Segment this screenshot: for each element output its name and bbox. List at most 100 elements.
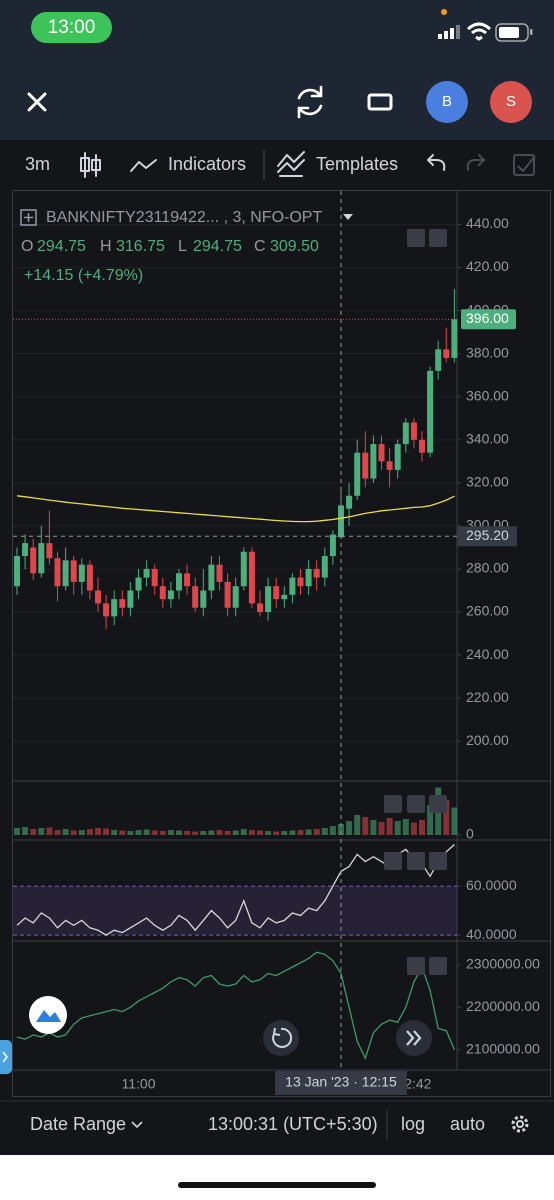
volume-bar bbox=[419, 820, 425, 835]
last-price-label: 396.00 bbox=[466, 310, 509, 326]
volume-bar bbox=[402, 819, 409, 835]
templates-icon[interactable] bbox=[277, 151, 305, 177]
volume-bar bbox=[321, 828, 328, 835]
volume-bar bbox=[289, 830, 296, 835]
volume-bar bbox=[216, 830, 223, 835]
volume-bar bbox=[338, 824, 344, 835]
home-area bbox=[0, 1155, 554, 1200]
signal-icon bbox=[438, 25, 460, 39]
ohlc-key: O bbox=[21, 238, 33, 255]
reset-icon bbox=[272, 1027, 293, 1048]
x-tick-label: 11:00 bbox=[122, 1076, 156, 1092]
y-tick-label: 360.00 bbox=[466, 387, 509, 403]
candle-body bbox=[329, 534, 336, 557]
reset-button[interactable] bbox=[263, 1020, 299, 1056]
volume-bar bbox=[70, 830, 77, 835]
ohlc-value: 309.50 bbox=[270, 238, 319, 255]
last-price-box bbox=[461, 309, 516, 330]
volume-bar bbox=[329, 826, 336, 835]
side-tab-icon bbox=[2, 1051, 8, 1063]
candle-body bbox=[151, 568, 158, 587]
indicators-icon[interactable] bbox=[130, 159, 157, 172]
candle-body bbox=[208, 564, 215, 591]
clock: 13:00:31 (UTC+5:30) bbox=[208, 1114, 378, 1134]
candle-body bbox=[273, 586, 280, 600]
candle-body bbox=[111, 599, 118, 617]
confirm-button[interactable] bbox=[513, 154, 535, 176]
sell-label: S bbox=[506, 93, 516, 110]
interval-button[interactable]: 3m bbox=[25, 154, 50, 174]
volume-bar bbox=[410, 822, 417, 835]
auto-toggle[interactable]: auto bbox=[450, 1114, 485, 1134]
candle-body bbox=[257, 603, 263, 613]
candle-body bbox=[248, 551, 255, 604]
rsi-band bbox=[13, 886, 457, 936]
volume-bar bbox=[273, 831, 280, 835]
volume-bar bbox=[354, 815, 361, 835]
home-indicator bbox=[178, 1182, 376, 1188]
candle-body bbox=[103, 603, 110, 617]
ohlc-key: L bbox=[178, 238, 187, 255]
log-toggle[interactable]: log bbox=[401, 1114, 425, 1134]
volume-bar bbox=[62, 829, 69, 835]
volume-bar bbox=[297, 830, 304, 835]
symbol-dropdown[interactable] bbox=[343, 214, 353, 220]
date-range-button[interactable]: Date Range bbox=[30, 1114, 126, 1134]
sell-button[interactable] bbox=[490, 81, 532, 123]
candle-body bbox=[176, 573, 182, 591]
status-time: 13:00 bbox=[48, 17, 96, 38]
candle-body bbox=[402, 422, 409, 445]
crosshair-time-label: 13 Jan '23 · 12:15 bbox=[285, 1074, 397, 1090]
legend-toggle-plus bbox=[24, 213, 33, 222]
candle-body bbox=[321, 556, 328, 578]
templates-button[interactable]: Templates bbox=[316, 154, 398, 174]
volume-bar bbox=[427, 805, 434, 835]
buy-button[interactable] bbox=[426, 81, 468, 123]
volume-bar bbox=[200, 831, 207, 835]
candle-body bbox=[200, 590, 207, 608]
y-tick-label: 0 bbox=[466, 826, 474, 842]
pane-buttons[interactable] bbox=[384, 229, 447, 975]
volume-bar bbox=[192, 831, 199, 835]
volume-bar bbox=[135, 830, 142, 835]
y-tick-label: 200.00 bbox=[466, 732, 509, 748]
chart-type-button[interactable] bbox=[80, 152, 101, 178]
y-tick-label: 240.00 bbox=[466, 646, 509, 662]
candle-body bbox=[38, 543, 45, 574]
volume-bar bbox=[443, 800, 450, 835]
volume-bar bbox=[103, 828, 110, 835]
ohlc-value: 294.75 bbox=[37, 238, 86, 255]
volume-bar bbox=[22, 827, 29, 835]
candle-body bbox=[127, 590, 134, 608]
wifi-icon bbox=[466, 22, 492, 41]
undo-button[interactable] bbox=[427, 154, 446, 171]
candle-body bbox=[386, 461, 393, 470]
candle-body bbox=[70, 560, 77, 582]
volume-bar bbox=[54, 830, 61, 835]
candle-body bbox=[305, 568, 312, 587]
redo-button[interactable] bbox=[466, 154, 486, 171]
layout-button[interactable] bbox=[367, 93, 393, 111]
volume-bar bbox=[370, 820, 377, 835]
volume-bar bbox=[111, 830, 118, 835]
side-tab[interactable] bbox=[0, 1040, 12, 1074]
candle-body bbox=[62, 560, 69, 587]
crosshair-price-label: 295.20 bbox=[466, 527, 509, 543]
volume-bar bbox=[184, 831, 191, 835]
candle-body bbox=[78, 564, 85, 582]
candle-body bbox=[378, 444, 385, 462]
indicators-button[interactable]: Indicators bbox=[168, 154, 246, 174]
volume-bar bbox=[167, 830, 174, 835]
refresh-button[interactable] bbox=[297, 85, 323, 119]
y-tick-label: 380.00 bbox=[466, 344, 509, 360]
candle-body bbox=[135, 577, 142, 591]
settings-button[interactable] bbox=[511, 1115, 529, 1133]
close-button[interactable] bbox=[27, 92, 47, 112]
volume-bar bbox=[95, 828, 101, 835]
candle-body bbox=[22, 543, 29, 557]
candle-body bbox=[435, 349, 442, 371]
legend-toggle[interactable] bbox=[20, 209, 37, 226]
volume-bar bbox=[46, 827, 53, 835]
candle-body bbox=[224, 581, 231, 608]
